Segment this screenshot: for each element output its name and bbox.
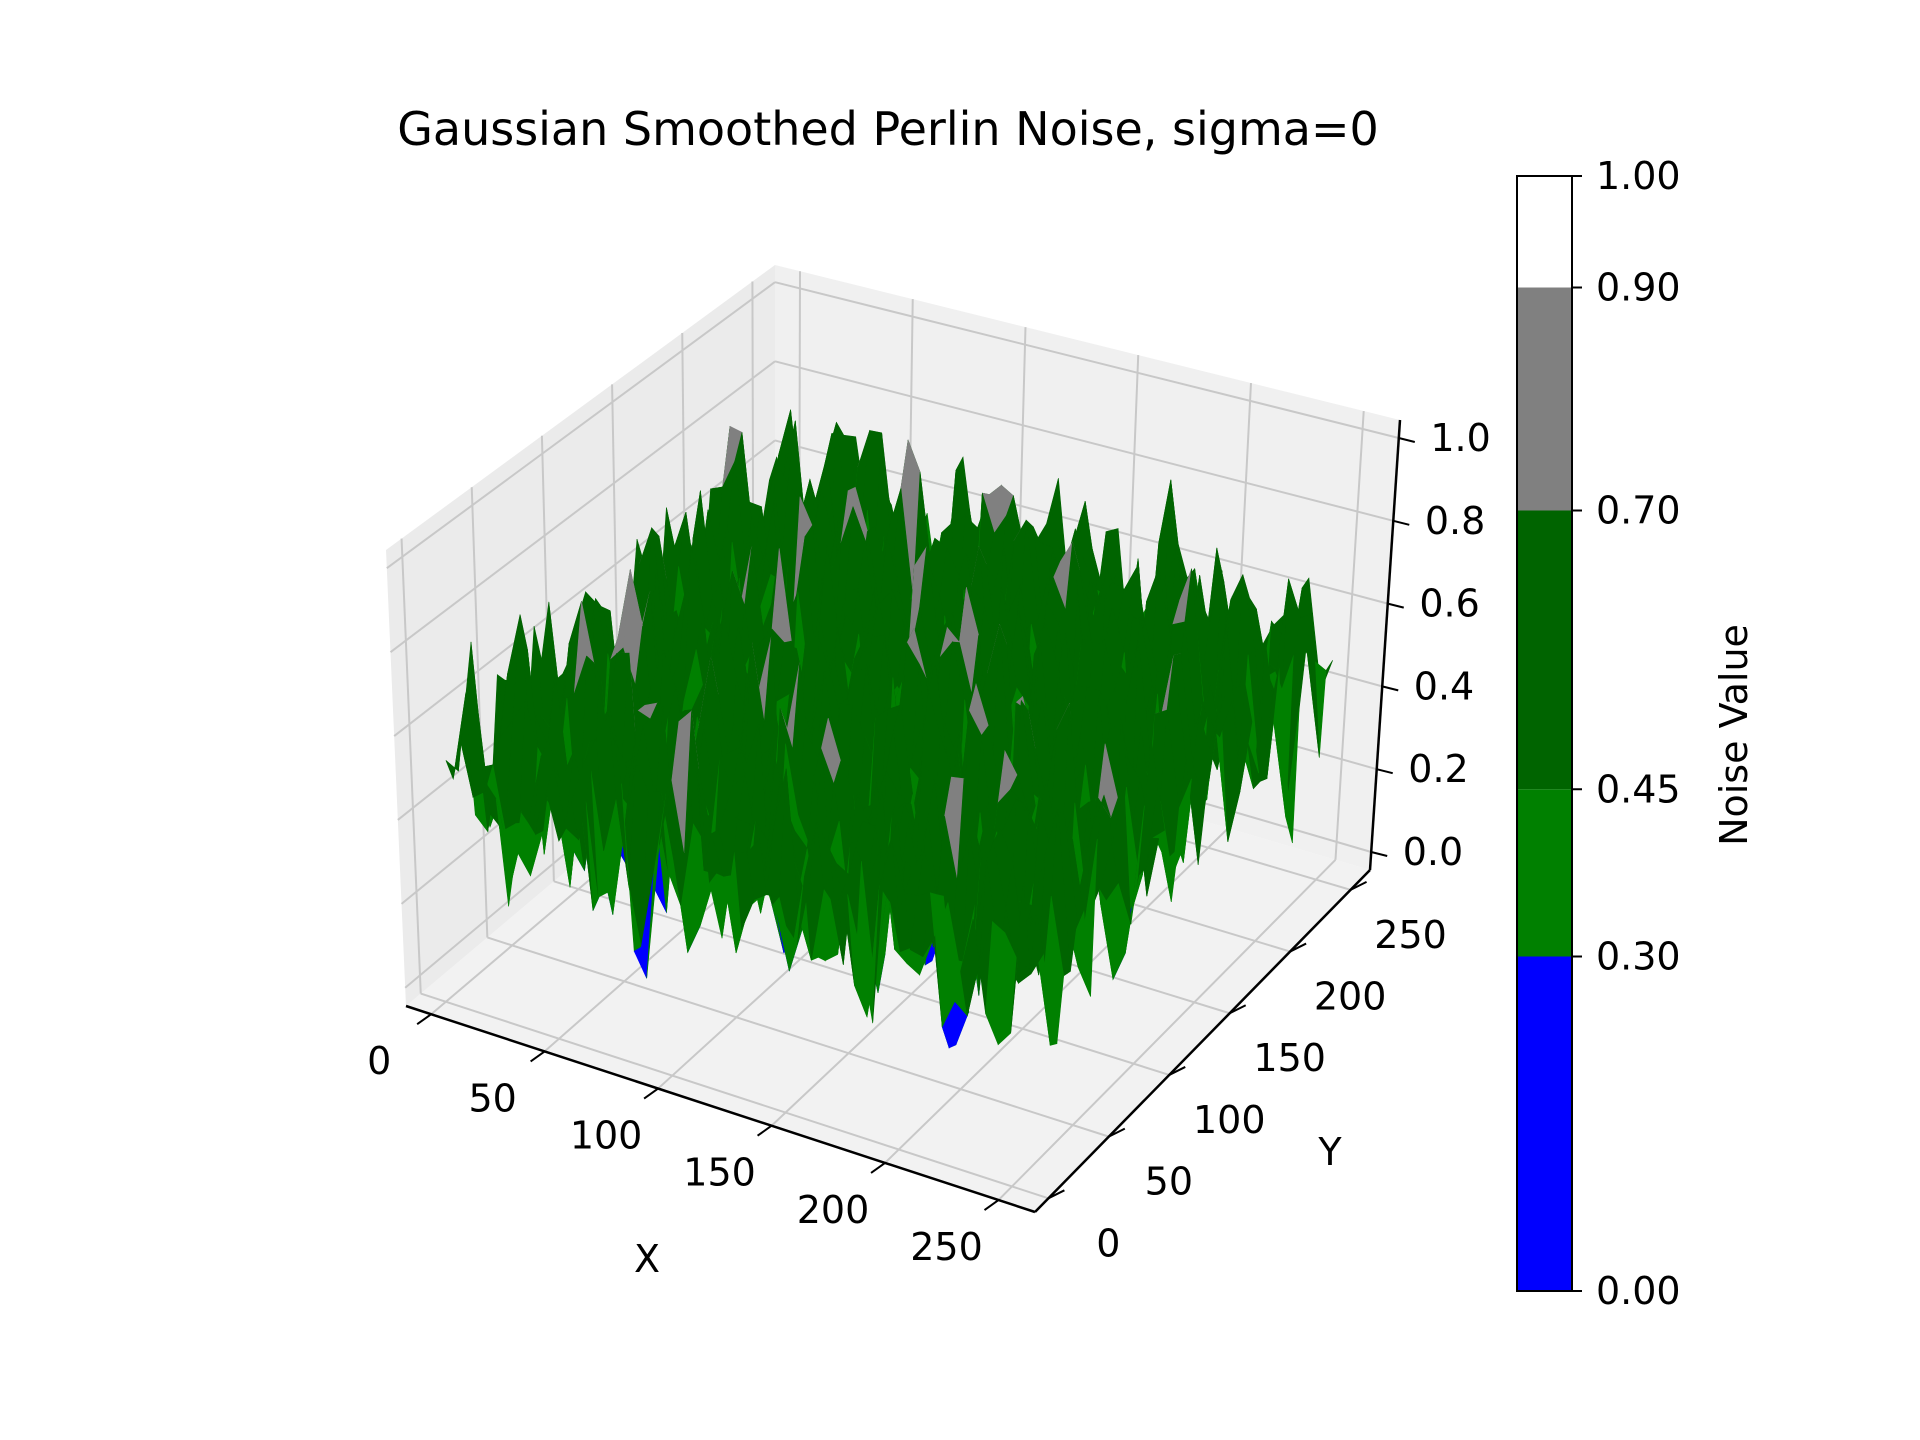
z-tick [1381, 685, 1399, 692]
z-tick [1387, 602, 1405, 609]
x-axis-label: X [634, 1237, 660, 1281]
colorbar-frame [1516, 175, 1573, 1292]
colorbar-tick-label: 0.70 [1596, 489, 1681, 533]
colorbar-segment [1517, 287, 1572, 511]
x-tick [983, 1199, 1000, 1211]
x-tick-label: 200 [797, 1188, 870, 1232]
x-tick [643, 1087, 659, 1100]
y-tick [1229, 1004, 1247, 1015]
y-tick-label: 100 [1193, 1098, 1266, 1142]
z-tick-label: 0.8 [1425, 499, 1485, 543]
y-tick-label: 250 [1374, 913, 1447, 957]
floor-gridline-y [420, 992, 1049, 1200]
z-tick [1398, 437, 1416, 443]
z-tick-label: 0.6 [1419, 582, 1479, 626]
y-tick [1168, 1066, 1186, 1076]
colorbar-segment [1517, 510, 1572, 790]
z-tick [1376, 768, 1393, 775]
y-tick [1289, 942, 1307, 953]
z-axis-line [1368, 419, 1402, 871]
x-tick [530, 1050, 546, 1063]
x-tick-label: 100 [570, 1114, 643, 1158]
z-tick-label: 0.0 [1403, 830, 1463, 874]
x-tick [870, 1162, 886, 1174]
x-tick-label: 250 [910, 1225, 983, 1269]
colorbar-tick-label: 0.30 [1596, 935, 1681, 979]
y-tick [1047, 1189, 1065, 1200]
colorbar-label: Noise Value [1712, 624, 1756, 846]
colorbar-tick-label: 1.00 [1596, 154, 1681, 198]
leftwall-gridline-y [400, 538, 422, 994]
floor-gridline-x [997, 859, 1337, 1201]
z-tick-label: 0.4 [1414, 664, 1474, 708]
backwall-gridline-x [1334, 410, 1365, 860]
colorbar-tick-label: 0.00 [1596, 1269, 1681, 1313]
x-tick-label: 50 [468, 1076, 516, 1120]
colorbar-segment [1517, 956, 1572, 1291]
x-tick [756, 1124, 773, 1137]
surface-facet [1010, 878, 1031, 1034]
y-tick-label: 200 [1314, 975, 1387, 1019]
y-tick [1350, 880, 1368, 891]
colorbar-segment [1517, 789, 1572, 957]
z-tick-label: 0.2 [1408, 747, 1468, 791]
y-axis-line [1034, 869, 1371, 1213]
y-tick-label: 150 [1253, 1036, 1326, 1080]
backwall-gridline-z [774, 360, 1394, 522]
x-tick [416, 1013, 432, 1026]
leftwall-gridline-z [386, 281, 776, 570]
floor-gridline-y [487, 936, 1110, 1138]
y-tick-label: 0 [1096, 1221, 1120, 1265]
axes-lines [405, 419, 1402, 1214]
backwall-gridline-z [774, 281, 1400, 439]
y-axis-label: Y [1317, 1130, 1342, 1174]
z-tick-label: 1.0 [1430, 416, 1490, 460]
leftwall-gridline-y [470, 487, 489, 938]
noise-surface [445, 409, 1333, 1049]
x-tick-label: 150 [683, 1151, 756, 1195]
colorbar-tick-label: 0.45 [1596, 767, 1681, 811]
leftwall-gridline-z [389, 360, 776, 653]
chart-title: Gaussian Smoothed Perlin Noise, sigma=0 [397, 102, 1379, 156]
z-tick [1370, 851, 1388, 857]
y-tick-label: 50 [1145, 1160, 1193, 1204]
y-tick [1108, 1127, 1126, 1138]
x-tick-label: 0 [367, 1039, 391, 1083]
colorbar: 0.00 0.30 0.45 0.70 0.90 1.00 [1516, 154, 1681, 1313]
x-axis-line [405, 1004, 1036, 1214]
colorbar-segment [1517, 176, 1572, 288]
colorbar-tick-label: 0.90 [1596, 266, 1681, 310]
z-tick [1393, 519, 1410, 526]
